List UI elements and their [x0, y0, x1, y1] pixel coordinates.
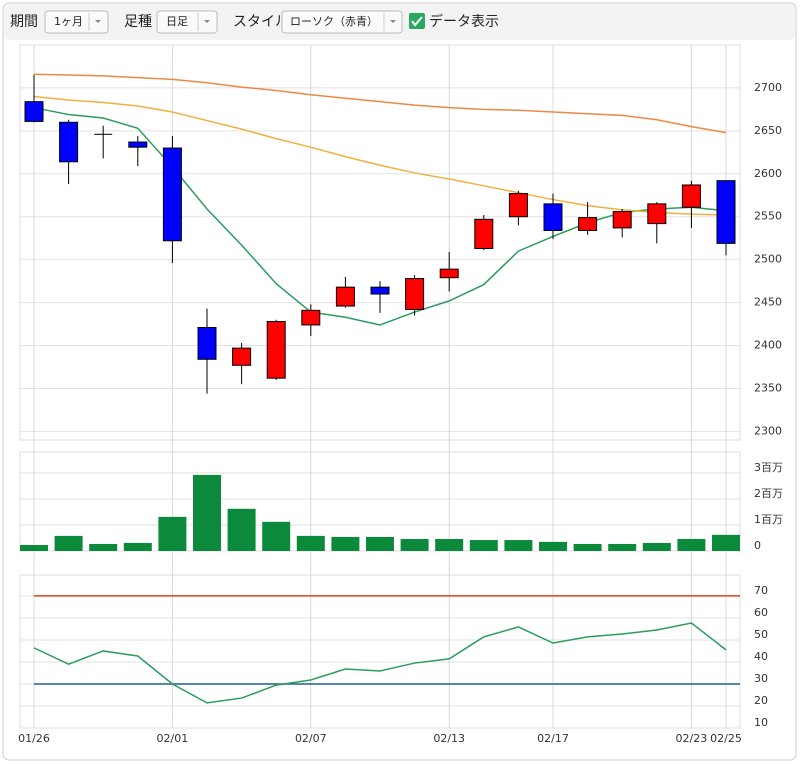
y-tick-label: 3百万: [754, 461, 783, 474]
period-value: 1ヶ月: [54, 15, 83, 28]
candle-body: [439, 268, 459, 279]
y-tick-label: 2500: [754, 253, 782, 266]
style-select[interactable]: ローソク（赤青）: [281, 10, 403, 34]
show-data-label: データ表示: [429, 13, 499, 30]
volume-bar: [296, 535, 325, 551]
candle-body: [681, 184, 701, 208]
moving-average: [33, 106, 727, 326]
y-tick-label: 2450: [754, 296, 782, 309]
show-data-checkbox[interactable]: [409, 13, 425, 29]
period-label: 期間: [10, 14, 38, 30]
period-select[interactable]: 1ヶ月: [44, 10, 109, 34]
candle-body: [474, 218, 494, 250]
candle-body: [24, 101, 44, 122]
volume-bar: [573, 543, 602, 551]
candle-body: [405, 278, 425, 310]
x-tick-label: 02/25: [710, 732, 742, 745]
volume-bar: [608, 543, 637, 551]
volume-bar: [435, 539, 464, 551]
candle-body: [543, 203, 563, 231]
candle-body: [716, 180, 736, 244]
x-tick-label: 02/23: [676, 732, 708, 745]
candle-body: [197, 327, 217, 360]
y-tick-label: 1百万: [754, 513, 783, 526]
candle-body: [94, 133, 113, 135]
volume-bar: [20, 545, 48, 551]
style-label: スタイル: [233, 14, 289, 30]
x-tick-label: 02/13: [433, 732, 465, 745]
y-tick-label: 2600: [754, 167, 782, 180]
y-tick-label: 10: [754, 716, 768, 729]
y-tick-label: 2400: [754, 339, 782, 352]
candle-body: [578, 217, 598, 231]
moving-average: [33, 73, 727, 134]
moving-average: [33, 95, 727, 216]
y-tick-label: 2300: [754, 424, 782, 437]
volume-bar: [193, 474, 221, 551]
y-tick-label: 20: [754, 694, 768, 707]
y-tick-label: 50: [754, 628, 768, 641]
x-tick-label: 02/01: [157, 732, 189, 745]
candle-body: [301, 309, 321, 326]
style-value: ローソク（赤青）: [290, 15, 378, 28]
candle-body: [232, 347, 252, 366]
y-tick-label: 2550: [754, 210, 782, 223]
y-tick-label: 2350: [754, 381, 782, 394]
x-tick-label: 02/07: [295, 732, 327, 745]
foot-value: 日足: [166, 15, 188, 28]
y-tick-label: 30: [754, 672, 768, 685]
volume-bar: [677, 539, 706, 551]
volume-bar: [158, 516, 187, 551]
foot-label: 足種: [124, 14, 152, 30]
panel: [19, 44, 741, 441]
y-tick-label: 40: [754, 650, 768, 663]
candle-body: [612, 211, 632, 229]
candle-body: [647, 203, 667, 225]
volume-bar: [642, 542, 671, 551]
volume-bar: [504, 540, 533, 551]
x-tick-label: 02/17: [537, 732, 569, 745]
candle-body: [59, 121, 79, 163]
y-tick-label: 2700: [754, 81, 782, 94]
volume-bar: [712, 534, 740, 551]
candle-body: [162, 147, 182, 242]
candle-body: [335, 286, 355, 307]
x-tick-label: 01/26: [18, 732, 50, 745]
volume-bar: [331, 536, 360, 551]
candle-body: [508, 193, 528, 218]
volume-bar: [539, 541, 567, 551]
y-tick-label: 2650: [754, 124, 782, 137]
volume-bar: [123, 542, 152, 551]
volume-bar: [54, 535, 83, 551]
foot-select[interactable]: 日足: [156, 10, 218, 34]
candle-body: [128, 141, 148, 148]
volume-bar: [262, 521, 291, 551]
volume-bar: [227, 508, 256, 551]
volume-bar: [89, 543, 118, 551]
y-tick-label: 0: [754, 539, 761, 552]
volume-bar: [366, 536, 394, 551]
candle-body: [266, 321, 286, 379]
candle-body: [370, 286, 390, 295]
rsi-line: [33, 622, 727, 704]
y-tick-label: 60: [754, 606, 768, 619]
y-tick-label: 2百万: [754, 487, 783, 500]
volume-bar: [469, 540, 498, 551]
y-tick-label: 70: [754, 584, 768, 597]
volume-bar: [400, 539, 429, 551]
